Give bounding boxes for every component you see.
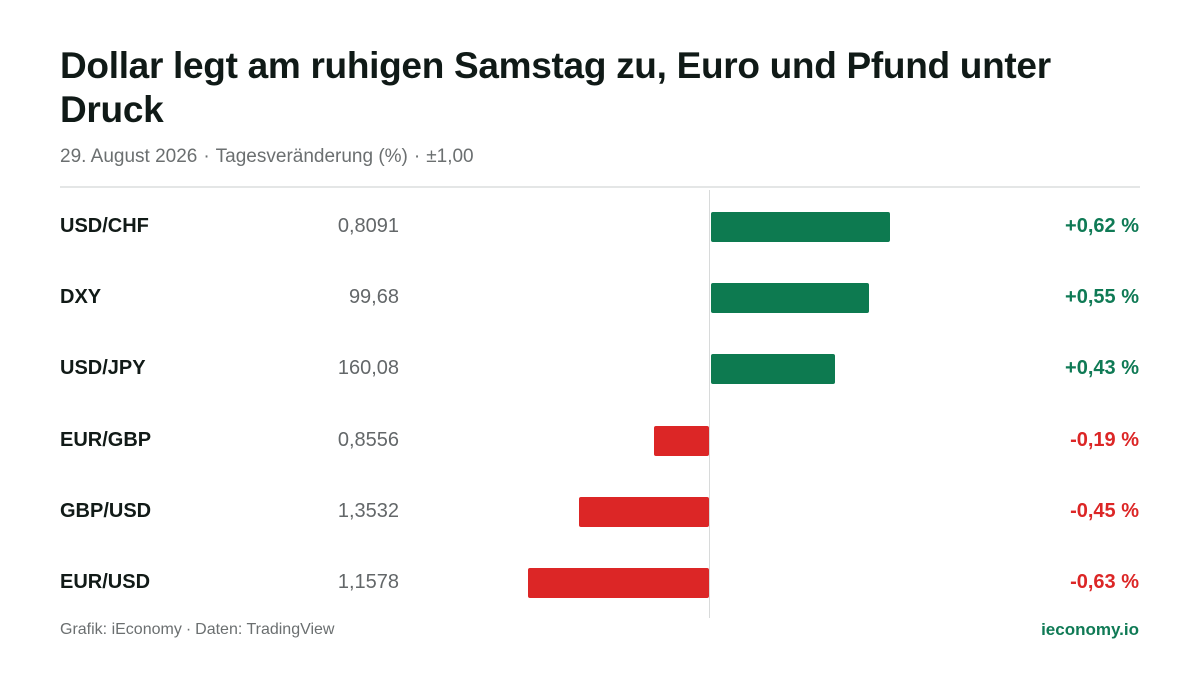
positive-bar [711,212,890,242]
chart-title: Dollar legt am ruhigen Samstag zu, Euro … [60,45,1051,130]
change-label: -0,45 % [1070,499,1139,522]
rate-value: 99,68 [348,286,399,309]
change-label: -0,19 % [1070,428,1139,451]
change-label: +0,43 % [1065,357,1139,380]
footer-separator: · [185,621,192,638]
change-label: +0,62 % [1065,215,1139,237]
date-label: 29. August 2026 [60,146,198,167]
graphic-credit: Grafik: iEconomy [60,621,182,638]
chart-row: EUR/GBP 0,8556 -0,19 % [0,405,1200,476]
brand-link[interactable]: ieconomy.io [1041,620,1139,639]
category-label: EUR/USD [60,571,151,593]
chart-row: USD/JPY 160,08 +0,43 % [0,333,1200,404]
rate-value: 160,08 [337,357,399,380]
positive-bar [711,354,835,385]
rate-value: 0,8091 [337,215,399,237]
zero-axis-line [709,190,710,618]
rate-value: 1,1578 [337,571,399,593]
chart-row: USD/CHF 0,8091 +0,62 % [0,191,1200,262]
category-label: USD/JPY [60,357,146,380]
chart-row: GBP/USD 1,3532 -0,45 % [0,476,1200,547]
subtitle-separator: · [203,146,210,167]
category-label: DXY [60,286,102,309]
metric-label: Tagesveränderung (%) [215,146,408,167]
chart-row: DXY 99,68 +0,55 % [0,262,1200,333]
subtitle-separator: · [413,146,421,167]
change-label: -0,63 % [1070,571,1139,593]
negative-bar [579,496,709,527]
data-credit: Daten: TradingView [195,621,335,638]
change-label: +0,55 % [1065,286,1139,309]
scale-label: ±1,00 [426,146,474,167]
chart-row: EUR/USD 1,1578 -0,63 % [0,547,1200,618]
chart-subtitle: 29. August 2026 · Tagesveränderung (%) · ±1,… [60,146,474,168]
header-divider [60,186,1140,188]
rate-value: 1,3532 [337,499,399,522]
positive-bar [711,283,870,314]
rate-value: 0,8556 [337,428,399,451]
source-credit: Grafik: iEconomy · Daten: TradingView [60,621,334,639]
category-label: GBP/USD [60,499,152,522]
category-label: EUR/GBP [60,428,152,451]
category-label: USD/CHF [60,215,149,237]
negative-bar [654,425,709,456]
negative-bar [527,568,709,598]
